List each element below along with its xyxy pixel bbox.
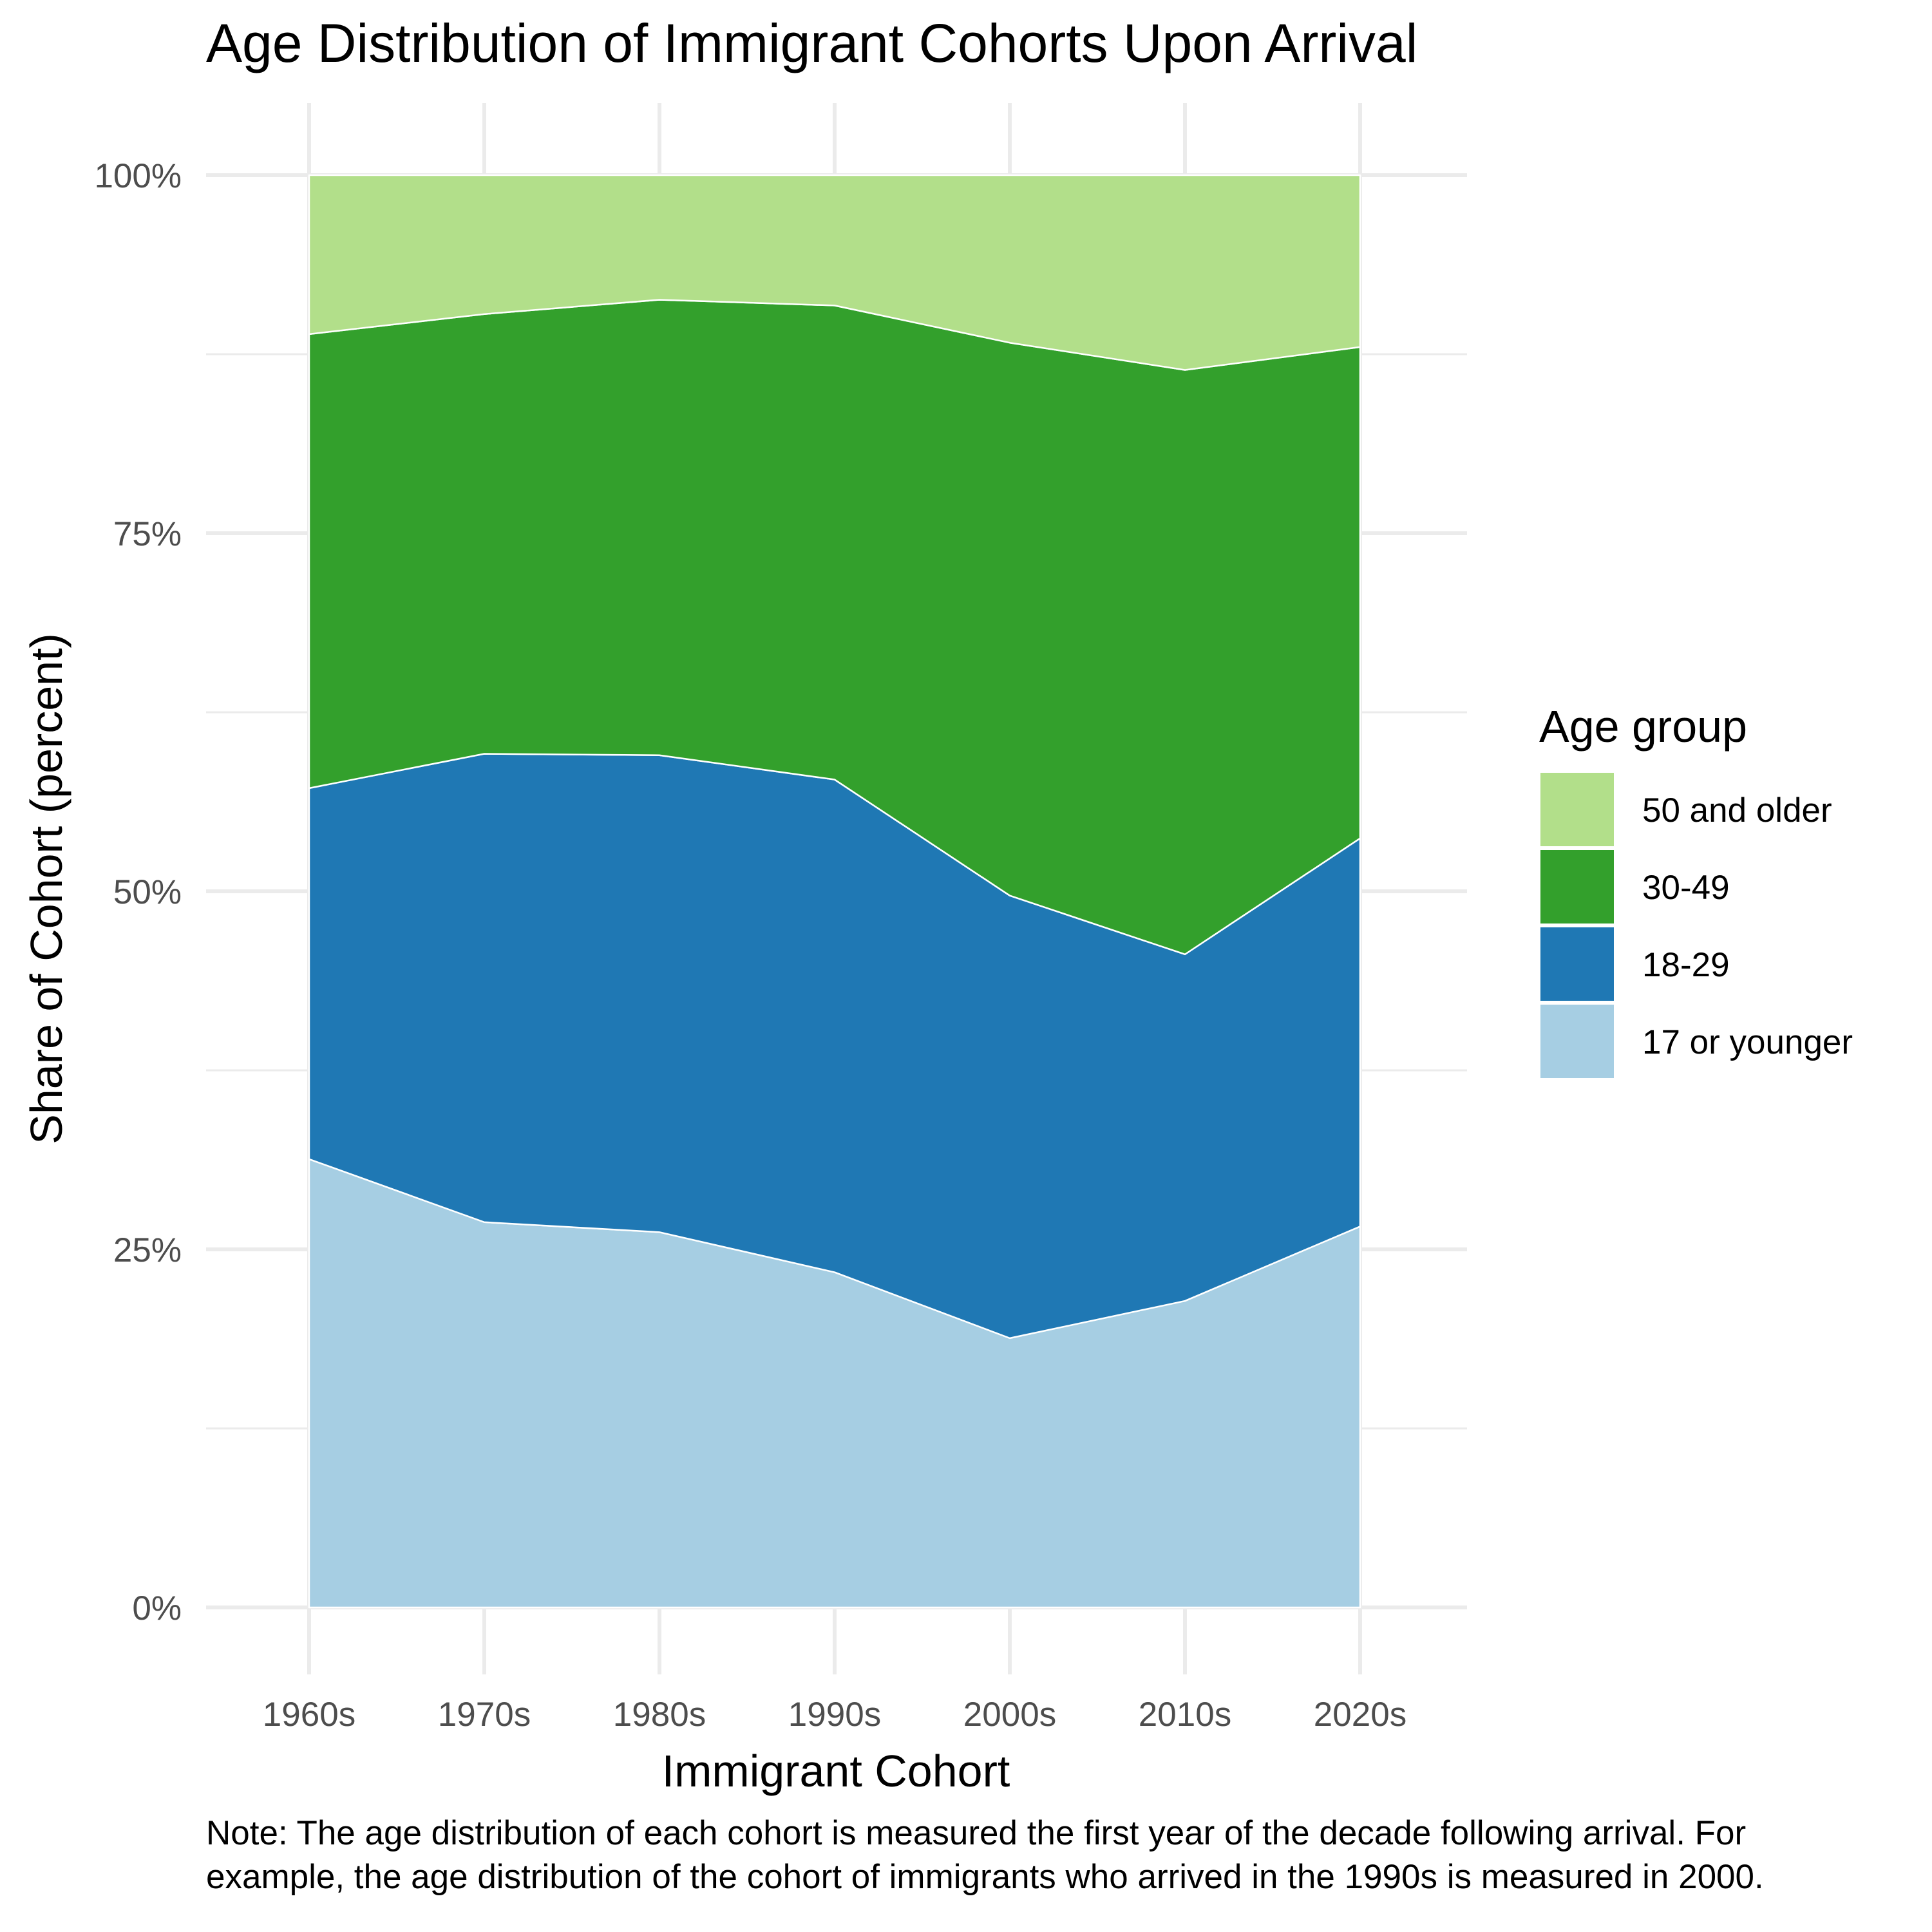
y-tick-label: 75% (113, 515, 182, 553)
x-tick-label: 1980s (613, 1696, 706, 1734)
note-line-2: example, the age distribution of the coh… (206, 1858, 1764, 1896)
legend-swatch (1540, 850, 1614, 923)
legend-label: 50 and older (1642, 791, 1832, 829)
note-line-1: Note: The age distribution of each cohor… (206, 1814, 1746, 1852)
legend-label: 18-29 (1642, 946, 1730, 984)
legend-swatch (1540, 1005, 1614, 1078)
x-tick-label: 2000s (963, 1696, 1056, 1734)
y-axis-title: Share of Cohort (percent) (21, 633, 71, 1144)
legend-label: 17 or younger (1642, 1023, 1853, 1061)
y-axis-ticks: 0% 25% 50% 75% 100% (94, 157, 182, 1627)
area-50-and-older (308, 174, 1361, 371)
x-tick-label: 2020s (1314, 1696, 1406, 1734)
y-tick-label: 100% (94, 157, 182, 195)
x-axis-title: Immigrant Cohort (662, 1746, 1010, 1796)
x-tick-label: 1990s (788, 1696, 881, 1734)
y-tick-label: 50% (113, 873, 182, 911)
chart-title: Age Distribution of Immigrant Cohorts Up… (206, 13, 1417, 73)
legend-label: 30-49 (1642, 869, 1730, 907)
legend-title: Age group (1539, 701, 1747, 752)
legend-swatch (1540, 773, 1614, 846)
stacked-areas (308, 174, 1361, 1609)
x-axis-ticks: 1960s 1970s 1980s 1990s 2000s 2010s 2020s (263, 1696, 1406, 1734)
x-tick-label: 1970s (438, 1696, 531, 1734)
x-tick-label: 1960s (263, 1696, 355, 1734)
y-tick-label: 25% (113, 1231, 182, 1269)
legend: Age group 50 and older 30-49 18-29 17 or yo… (1539, 701, 1853, 1078)
x-tick-label: 2010s (1139, 1696, 1231, 1734)
legend-swatch (1540, 927, 1614, 1001)
y-tick-label: 0% (132, 1589, 182, 1627)
